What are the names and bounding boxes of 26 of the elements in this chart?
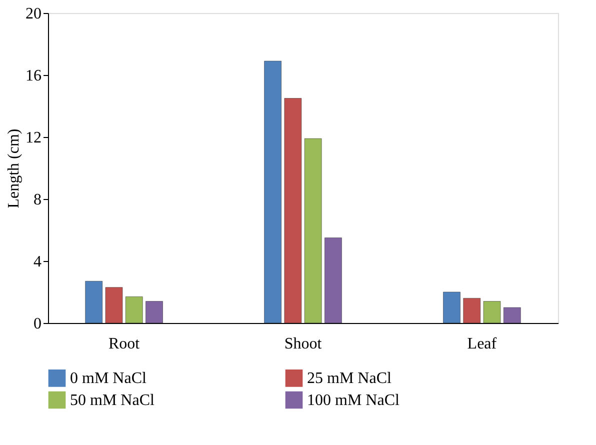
x-tick-label: Root (108, 336, 140, 352)
y-tick-label: 0 (34, 316, 42, 332)
y-axis-title: Length (cm) (6, 128, 22, 208)
legend-label: 100 mM NaCl (307, 392, 400, 409)
y-tick-label: 4 (34, 254, 42, 270)
bar (264, 60, 282, 324)
legend-label: 25 mM NaCl (307, 370, 392, 388)
legend-label: 0 mM NaCl (70, 370, 147, 388)
bar (85, 281, 103, 324)
x-tick-label: Shoot (284, 336, 322, 352)
bar (483, 301, 501, 324)
bar (284, 98, 302, 324)
bar (105, 287, 123, 324)
bar (443, 292, 460, 324)
bar (463, 298, 481, 324)
bar (324, 238, 342, 324)
y-tick-label: 16 (26, 68, 42, 84)
bar (146, 301, 163, 324)
legend-label: 50 mM NaCl (70, 392, 155, 409)
y-tick-label: 8 (34, 192, 42, 208)
bar (125, 296, 143, 324)
y-tick-label: 20 (26, 6, 42, 22)
bar (304, 138, 322, 324)
x-tick-label: Leaf (467, 336, 498, 352)
y-tick-label: 12 (26, 130, 42, 146)
bar (503, 307, 521, 324)
